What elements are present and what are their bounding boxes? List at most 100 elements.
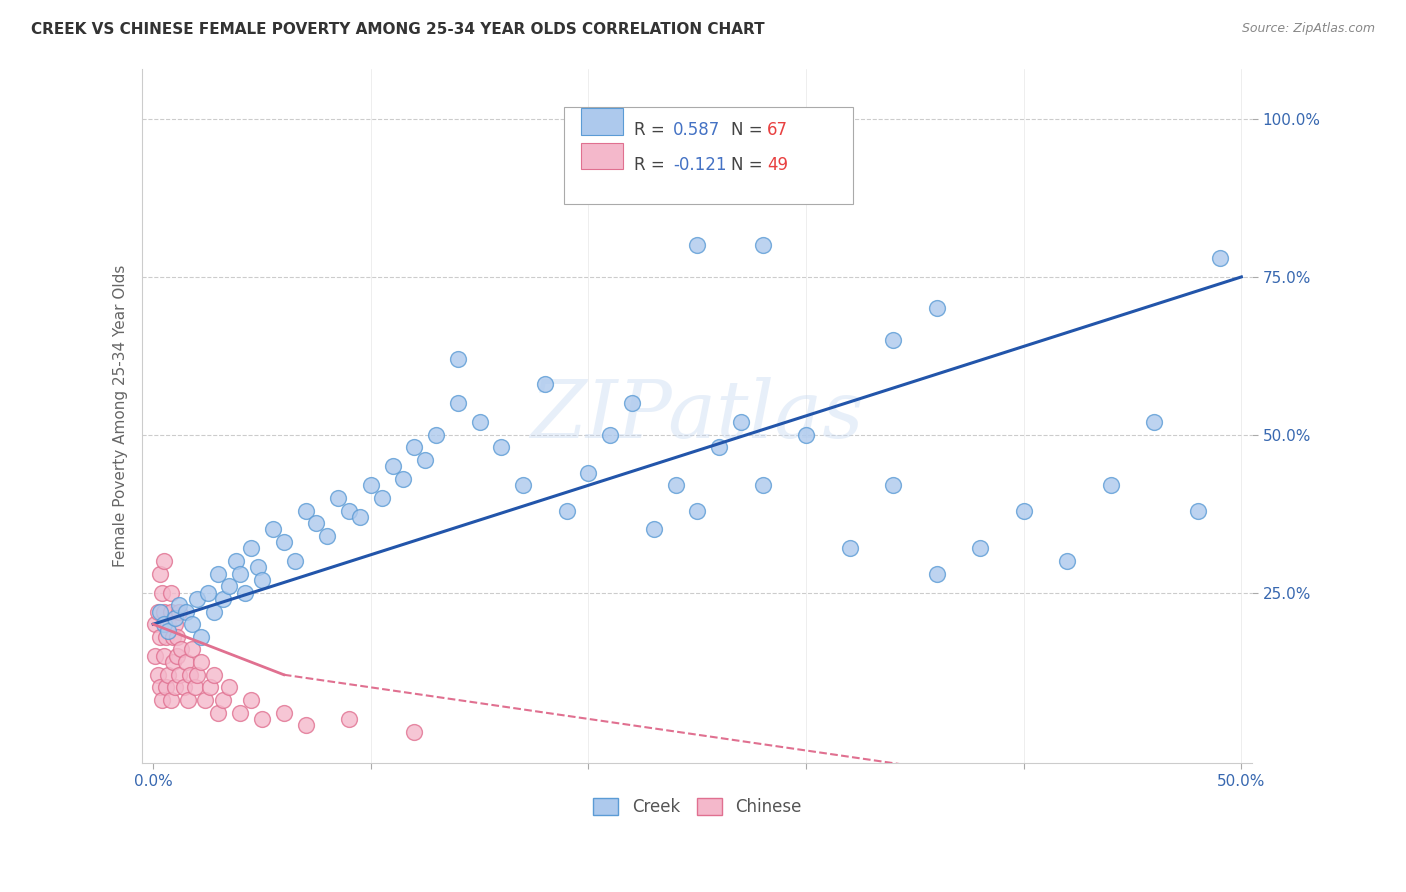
Point [686, 238, 709, 252]
Point [250, 712, 273, 726]
Point [202, 605, 225, 619]
Text: N =: N = [731, 156, 768, 174]
Point [211, 591, 233, 606]
Point [229, 706, 252, 720]
Point [218, 681, 240, 695]
Point [157, 667, 180, 681]
Point [145, 617, 167, 632]
Text: ZIPatlas: ZIPatlas [530, 377, 865, 455]
Point [337, 712, 360, 726]
Point [794, 427, 817, 442]
Point [425, 427, 447, 442]
Point [153, 617, 176, 632]
Point [173, 681, 195, 695]
Point [1056, 554, 1078, 568]
Bar [581, 143, 623, 169]
Point [555, 503, 578, 517]
Point [1099, 478, 1122, 492]
Point [337, 503, 360, 517]
Point [181, 642, 204, 657]
Point [218, 579, 240, 593]
Text: 67: 67 [768, 121, 789, 139]
Point [183, 681, 205, 695]
Point [149, 566, 172, 581]
Point [225, 554, 247, 568]
Point [328, 491, 350, 505]
Point [153, 554, 176, 568]
Point [294, 503, 316, 517]
Point [305, 516, 328, 531]
Point [162, 630, 184, 644]
Point [229, 566, 252, 581]
Point [162, 655, 184, 669]
Point [163, 611, 186, 625]
Point [707, 441, 730, 455]
Point [169, 599, 191, 613]
Point [413, 453, 436, 467]
Bar [581, 108, 623, 135]
Point [149, 605, 172, 619]
Text: R =: R = [634, 121, 671, 139]
Point [155, 630, 177, 644]
Point [202, 667, 225, 681]
Point [686, 503, 709, 517]
Point [882, 478, 904, 492]
Y-axis label: Female Poverty Among 25-34 Year Olds: Female Poverty Among 25-34 Year Olds [114, 265, 128, 567]
Point [194, 693, 217, 707]
Point [207, 706, 229, 720]
Point [1012, 503, 1035, 517]
Point [643, 523, 665, 537]
Point [294, 718, 316, 732]
Point [155, 681, 177, 695]
Point [882, 333, 904, 347]
Point [157, 624, 180, 638]
Point [197, 585, 219, 599]
Point [838, 541, 860, 556]
Point [599, 427, 621, 442]
Point [491, 441, 513, 455]
Point [174, 655, 197, 669]
Point [316, 529, 339, 543]
Point [392, 472, 415, 486]
Point [381, 459, 404, 474]
Point [1143, 415, 1166, 429]
Point [198, 681, 221, 695]
Point [262, 523, 284, 537]
Point [751, 238, 773, 252]
Point [146, 667, 169, 681]
Text: 49: 49 [768, 156, 789, 174]
Point [186, 667, 208, 681]
Point [159, 585, 181, 599]
Point [349, 509, 371, 524]
Point [159, 693, 181, 707]
Point [1187, 503, 1209, 517]
Point [159, 605, 181, 619]
Point [284, 554, 307, 568]
Point [468, 415, 491, 429]
Point [578, 466, 600, 480]
Point [163, 617, 186, 632]
Point [166, 630, 188, 644]
Point [190, 630, 212, 644]
Point [250, 573, 273, 587]
Point [534, 377, 557, 392]
Point [447, 351, 470, 366]
Text: -0.121: -0.121 [673, 156, 727, 174]
Point [149, 681, 172, 695]
Point [181, 617, 204, 632]
Point [153, 605, 176, 619]
Point [166, 648, 188, 663]
Point [211, 693, 233, 707]
Point [177, 693, 200, 707]
Point [233, 585, 256, 599]
Point [730, 415, 752, 429]
Point [969, 541, 991, 556]
Point [207, 566, 229, 581]
Point [621, 396, 644, 410]
Point [153, 648, 176, 663]
Point [370, 491, 392, 505]
Text: R =: R = [634, 156, 671, 174]
Point [404, 724, 426, 739]
Point [145, 648, 167, 663]
Point [404, 441, 426, 455]
